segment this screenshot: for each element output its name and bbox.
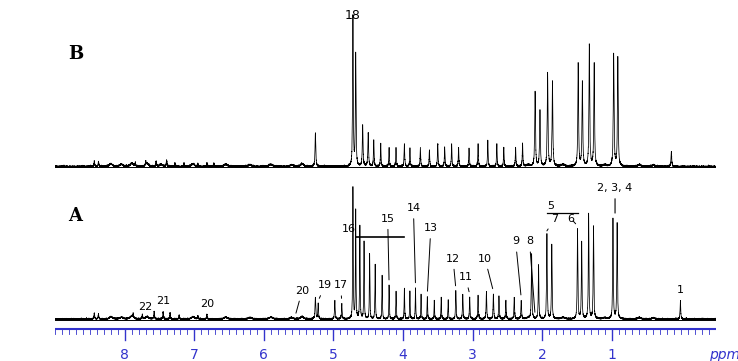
Text: 3: 3: [468, 348, 477, 361]
Text: 13: 13: [424, 223, 438, 291]
Text: 2: 2: [538, 348, 546, 361]
Text: 16: 16: [342, 225, 356, 234]
Text: 8: 8: [526, 236, 535, 312]
Text: 10: 10: [478, 254, 493, 289]
Text: 9: 9: [512, 236, 521, 295]
Text: 11: 11: [458, 272, 472, 292]
Text: 21: 21: [156, 296, 170, 305]
Text: 8: 8: [120, 348, 129, 361]
Text: 1: 1: [607, 348, 616, 361]
Text: 19: 19: [318, 280, 332, 298]
Text: 1: 1: [677, 285, 684, 295]
Text: 6: 6: [568, 214, 576, 224]
Text: ppm: ppm: [709, 348, 738, 361]
Text: 7: 7: [190, 348, 199, 361]
Text: 4: 4: [399, 348, 407, 361]
Text: 6: 6: [260, 348, 269, 361]
Text: 22: 22: [139, 302, 153, 312]
Text: 18: 18: [345, 9, 361, 22]
Text: 20: 20: [295, 286, 309, 313]
Text: 15: 15: [381, 214, 395, 280]
Text: A: A: [69, 207, 83, 225]
Text: B: B: [69, 45, 84, 63]
Text: 5: 5: [547, 200, 554, 210]
Text: 20: 20: [200, 299, 214, 309]
Text: 7: 7: [547, 214, 558, 231]
Text: 5: 5: [329, 348, 338, 361]
Text: 17: 17: [334, 280, 348, 298]
Text: 12: 12: [446, 254, 460, 286]
Text: 2, 3, 4: 2, 3, 4: [598, 183, 632, 213]
Text: 14: 14: [407, 203, 421, 283]
